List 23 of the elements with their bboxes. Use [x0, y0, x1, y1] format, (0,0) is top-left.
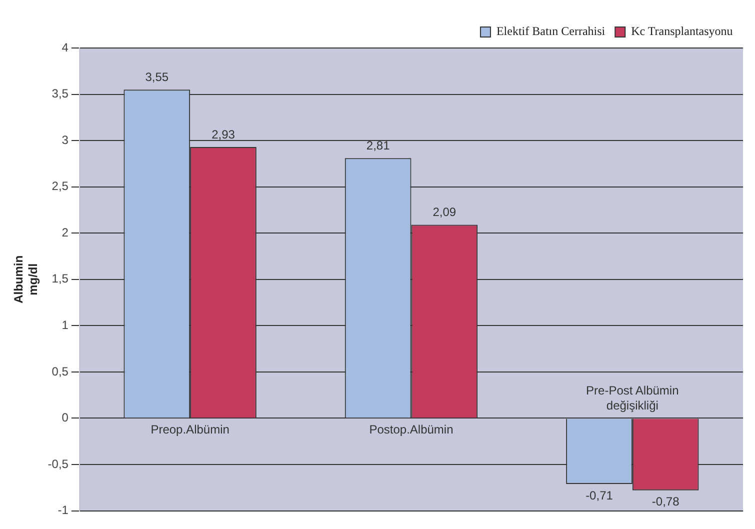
y-tick-label: 3,5 — [52, 86, 69, 101]
y-axis-title: Albumin mg/dl — [12, 255, 40, 304]
data-label: 2,09 — [432, 205, 456, 220]
y-tick-label: 2,5 — [52, 179, 69, 194]
y-tick-label: 0 — [62, 410, 69, 425]
data-label: 2,93 — [212, 127, 236, 142]
y-tick-label: 2 — [62, 225, 69, 240]
x-tick-label: Preop.Albümin — [150, 422, 230, 437]
y-tick-label: 1 — [62, 318, 69, 332]
x-tick-label: Pre-Post Albümin değişikliği — [586, 384, 679, 413]
y-tick-label: -0,5 — [48, 456, 69, 471]
data-label: 2,81 — [366, 138, 390, 152]
x-tick-label: Postop.Albümin — [369, 422, 454, 437]
y-tick-label: 0,5 — [52, 364, 69, 378]
y-tick-label: 4 — [62, 40, 69, 54]
legend-label: Kc Transplantasyonu — [631, 24, 733, 38]
legend-label: Elektif Batın Cerrahisi — [496, 24, 606, 38]
y-tick-label: -1 — [58, 503, 69, 518]
data-label: -0,71 — [586, 488, 614, 502]
data-label: 3,55 — [145, 70, 169, 84]
y-tick-label: 1,5 — [52, 272, 69, 286]
y-tick-label: 3 — [62, 132, 69, 147]
data-label: -0,78 — [652, 494, 680, 509]
